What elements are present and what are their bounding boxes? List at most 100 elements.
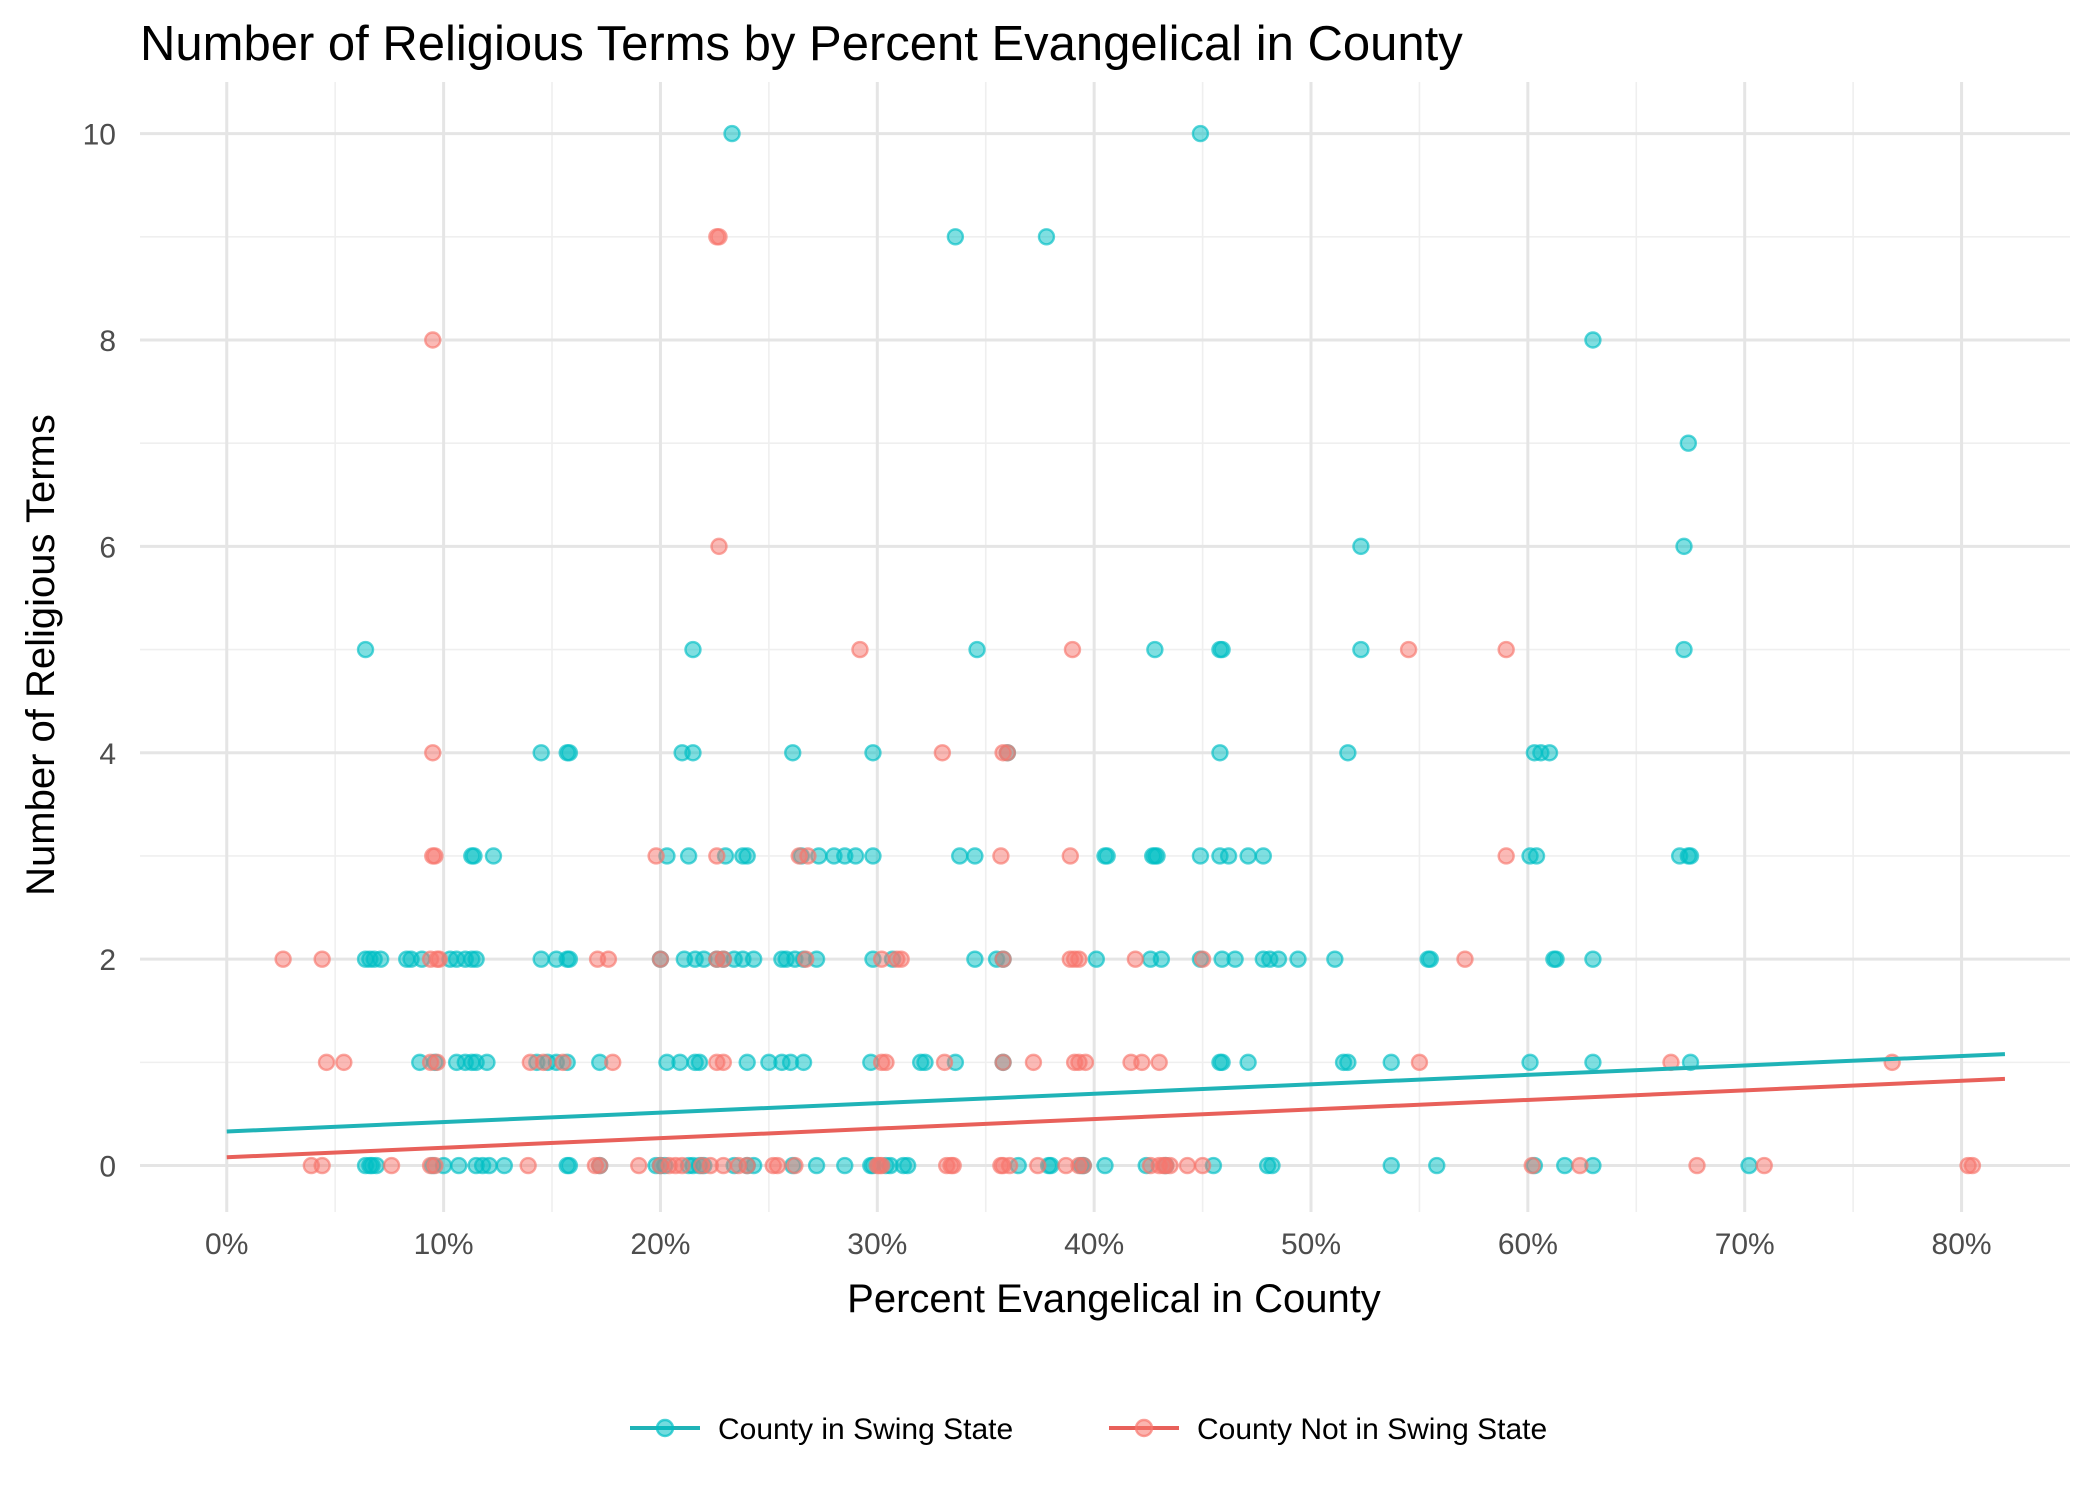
data-point	[714, 950, 733, 968]
data-point	[1193, 950, 1212, 968]
data-point	[465, 847, 483, 865]
data-point	[1254, 847, 1273, 865]
data-point	[1339, 1053, 1357, 1072]
data-point	[851, 640, 869, 659]
data-point	[1193, 1156, 1212, 1175]
data-point	[1000, 1156, 1019, 1175]
data-point	[671, 1053, 689, 1072]
data-point	[864, 847, 882, 865]
data-point	[708, 228, 726, 246]
trend-lines	[226, 1052, 2006, 1160]
data-point	[794, 1053, 813, 1072]
data-point	[786, 1156, 804, 1175]
data-point	[1070, 950, 1088, 968]
x-tick-label: 40%	[1064, 1228, 1124, 1261]
data-point	[768, 1156, 787, 1175]
data-point	[966, 847, 984, 865]
data-point	[994, 1053, 1012, 1072]
data-point	[1428, 1156, 1446, 1175]
data-point	[604, 1053, 622, 1072]
data-point	[1681, 847, 1700, 865]
legend-key-point-swing	[655, 1418, 675, 1438]
data-point	[1679, 434, 1698, 452]
y-axis-ticks: 0 2 4 6 8 10	[83, 119, 116, 1184]
data-points	[274, 124, 1982, 1175]
data-point	[690, 1053, 709, 1072]
data-point	[426, 847, 444, 865]
data-point	[335, 1053, 353, 1072]
data-point	[424, 744, 442, 762]
data-point	[679, 847, 698, 865]
data-point	[673, 1156, 691, 1175]
data-point	[799, 847, 817, 865]
data-point	[714, 1156, 733, 1175]
data-point	[1352, 537, 1370, 556]
data-point	[1497, 640, 1515, 659]
data-point	[1421, 950, 1439, 968]
data-point	[723, 124, 741, 143]
data-point	[1133, 1053, 1151, 1072]
data-point	[807, 1156, 826, 1175]
data-point	[1191, 847, 1210, 865]
data-point	[317, 1053, 336, 1072]
data-point	[367, 1156, 386, 1175]
data-point	[1219, 847, 1238, 865]
data-point	[1382, 1053, 1400, 1072]
data-point	[1352, 640, 1370, 659]
x-tick-label: 70%	[1715, 1228, 1775, 1261]
data-point	[710, 537, 728, 556]
data-point	[1126, 950, 1145, 968]
data-point	[684, 640, 702, 659]
data-point	[998, 744, 1017, 762]
data-point	[1521, 1053, 1539, 1072]
legend-item-swing: County in Swing State	[630, 1413, 1013, 1446]
data-point	[532, 744, 550, 762]
data-point	[872, 950, 891, 968]
data-point	[1178, 1156, 1197, 1175]
data-point	[864, 744, 882, 762]
data-point	[630, 1156, 648, 1175]
data-point	[484, 847, 503, 865]
data-point	[1547, 950, 1565, 968]
data-point	[560, 950, 579, 968]
data-point	[1024, 1053, 1043, 1072]
data-point	[966, 950, 984, 968]
data-point	[1584, 950, 1602, 968]
data-point	[1029, 1156, 1047, 1175]
data-point	[946, 228, 965, 246]
data-point	[1096, 1156, 1114, 1175]
legend-label-not-swing: County Not in Swing State	[1197, 1413, 1547, 1446]
y-tick-label: 0	[99, 1151, 116, 1184]
data-point	[1263, 1156, 1281, 1175]
data-point	[1688, 1156, 1706, 1175]
data-point	[1063, 640, 1082, 659]
data-point	[1037, 228, 1056, 246]
data-point	[797, 950, 815, 968]
legend-key-point-not-swing	[1134, 1418, 1154, 1438]
data-point	[1456, 950, 1474, 968]
data-point	[1410, 1053, 1429, 1072]
x-tick-label: 0%	[205, 1228, 248, 1261]
data-point	[992, 847, 1010, 865]
data-point	[1152, 950, 1171, 968]
data-point	[372, 950, 390, 968]
data-point	[554, 1053, 572, 1072]
data-point	[560, 744, 579, 762]
x-axis-title: Percent Evangelical in County	[847, 1277, 1381, 1321]
data-point	[1527, 847, 1546, 865]
data-point	[560, 1156, 579, 1175]
data-point	[495, 1156, 514, 1175]
data-point	[1191, 124, 1210, 143]
data-point	[1523, 1156, 1541, 1175]
data-point	[892, 950, 910, 968]
data-point	[708, 847, 726, 865]
data-point	[1339, 744, 1357, 762]
data-point	[1226, 950, 1244, 968]
data-point	[944, 1156, 962, 1175]
data-point	[1213, 640, 1231, 659]
data-point	[1584, 1053, 1602, 1072]
data-point	[846, 847, 865, 865]
trend-line-swing	[226, 1052, 2006, 1134]
x-tick-label: 30%	[847, 1228, 907, 1261]
y-tick-label: 6	[99, 531, 116, 564]
